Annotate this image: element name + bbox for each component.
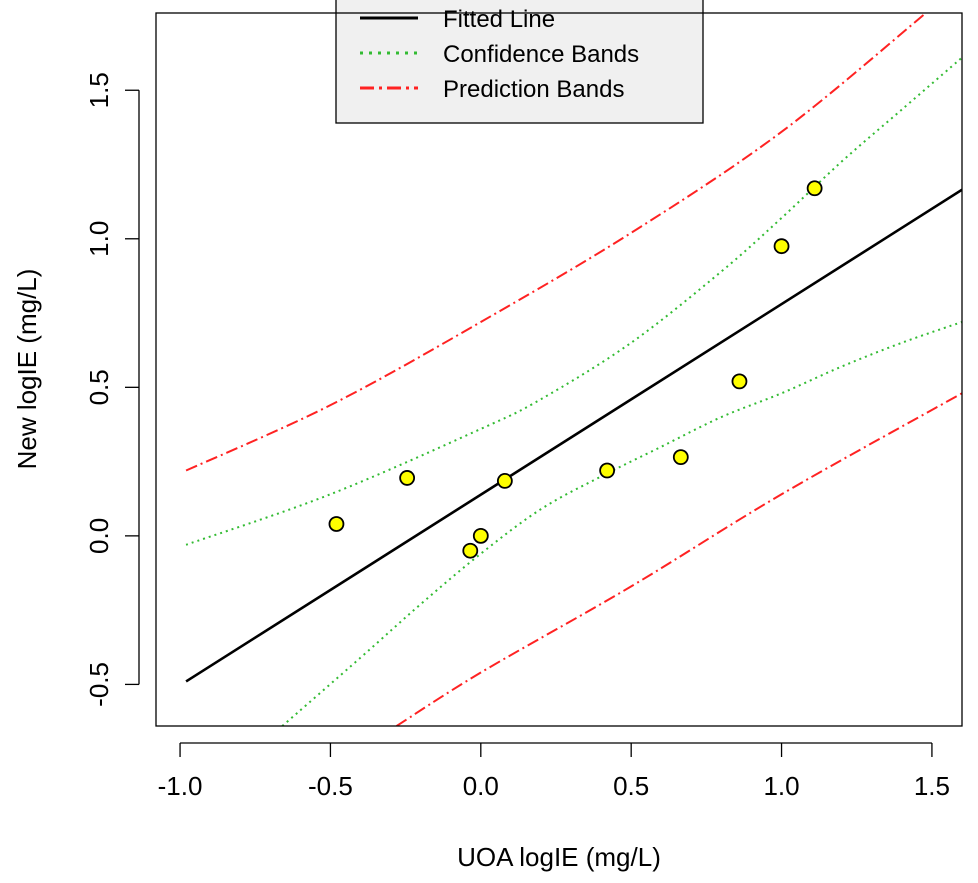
data-point <box>496 473 513 489</box>
x-tick-label: -0.5 <box>308 771 353 801</box>
data-point <box>462 542 479 559</box>
legend-label-fitted-line: Fitted Line <box>443 6 555 33</box>
prediction-bands <box>185 13 962 726</box>
y-tick-label: 1.5 <box>84 72 114 108</box>
y-axis: -0.5 0.0 0.5 1.0 1.5 <box>84 72 140 707</box>
confidence-bands <box>185 56 962 726</box>
x-tick-label: 1.5 <box>914 771 950 801</box>
x-tick-label: -1.0 <box>158 771 203 801</box>
prediction-band-upper <box>185 13 927 472</box>
plot-frame <box>155 12 963 727</box>
x-tick-label: 0.5 <box>613 771 649 801</box>
legend: Fitted Line Confidence Bands Prediction … <box>335 0 704 124</box>
fitted-line-group <box>185 188 962 683</box>
x-axis-title: UOA logIE (mg/L) <box>457 842 661 872</box>
data-point <box>806 180 823 197</box>
legend-label-prediction-bands: Prediction Bands <box>443 76 624 103</box>
data-point <box>328 516 345 532</box>
y-axis-title: New logIE (mg/L) <box>12 269 42 470</box>
x-tick-label: 0.0 <box>463 771 499 801</box>
data-point <box>773 238 790 255</box>
legend-label-confidence-bands: Confidence Bands <box>443 41 639 68</box>
prediction-band-lower <box>396 392 962 726</box>
data-point <box>399 470 416 486</box>
y-tick-label: -0.5 <box>84 662 114 707</box>
y-tick-label: 0.0 <box>84 518 114 554</box>
data-points <box>328 180 823 559</box>
data-point <box>731 373 748 390</box>
confidence-band-upper <box>185 56 962 546</box>
x-axis: -1.0 -0.5 0.0 0.5 1.0 1.5 <box>158 742 950 801</box>
x-tick-label: 1.0 <box>763 771 799 801</box>
data-point <box>472 527 489 544</box>
legend-box <box>335 0 704 124</box>
data-point <box>672 449 689 466</box>
y-tick-label: 0.5 <box>84 369 114 405</box>
confidence-band-lower <box>281 321 962 726</box>
plot-area <box>185 13 962 726</box>
fitted-line <box>185 188 962 683</box>
y-tick-label: 1.0 <box>84 221 114 257</box>
data-point <box>599 462 616 479</box>
